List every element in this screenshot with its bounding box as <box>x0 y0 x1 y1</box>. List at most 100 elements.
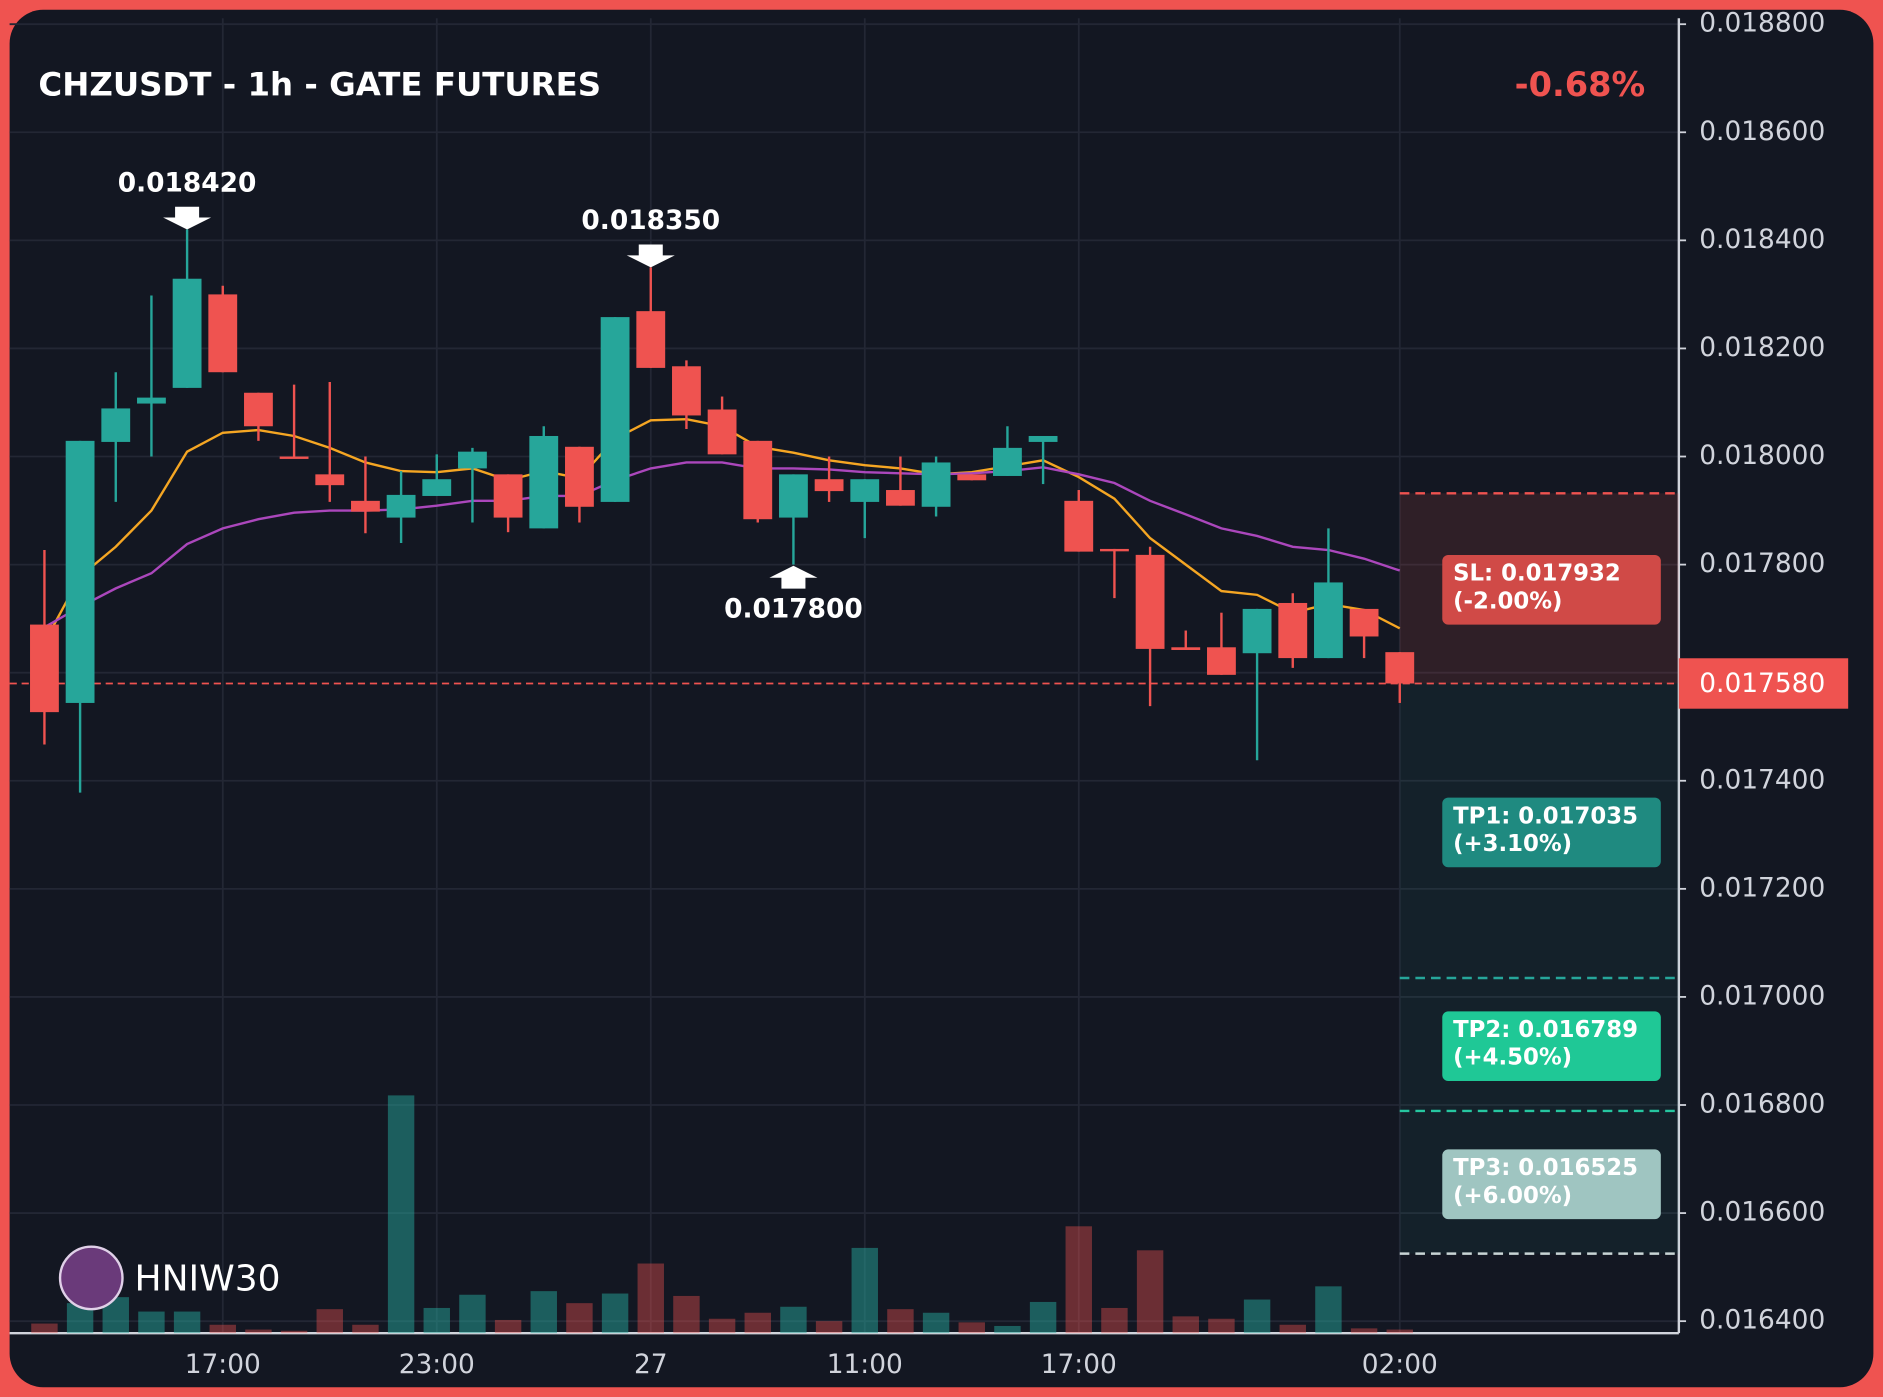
avatar <box>58 1245 124 1311</box>
x-tick-label: 23:00 <box>399 1349 475 1380</box>
candle-body <box>351 500 380 512</box>
x-tick-label: 17:00 <box>1041 1349 1117 1380</box>
volume-bar <box>1208 1318 1235 1334</box>
y-tick-label: 0.017800 <box>1699 548 1825 579</box>
watermark: HNIW30 <box>135 1258 281 1299</box>
volume-bar <box>994 1325 1021 1334</box>
level-note: (+6.00%) <box>1453 1183 1572 1209</box>
change-label: -0.68% <box>1515 65 1646 104</box>
volume-bar <box>1279 1324 1306 1334</box>
level-label: TP1: 0.017035 <box>1453 803 1638 829</box>
volume-bar <box>31 1323 58 1334</box>
level-label: SL: 0.017932 <box>1453 561 1621 587</box>
volume-bar <box>780 1306 807 1334</box>
level-note: (-2.00%) <box>1453 588 1562 614</box>
candle-body <box>1385 652 1415 684</box>
peak-label: 0.018420 <box>118 167 257 198</box>
candle-body <box>993 447 1022 476</box>
volume-bar <box>601 1293 629 1334</box>
chart-title: CHZUSDT - 1h - GATE FUTURES <box>38 66 601 104</box>
candle-body <box>65 440 95 703</box>
candle-body <box>672 366 701 416</box>
level-box <box>1442 1149 1661 1220</box>
volume-bar <box>173 1311 201 1334</box>
candle-body <box>636 311 666 368</box>
y-tick-label: 0.018800 <box>1699 8 1825 39</box>
y-tick-label: 0.018400 <box>1699 224 1825 255</box>
volume-bar <box>566 1303 593 1334</box>
volume-bar <box>387 1095 415 1334</box>
volume-bar <box>708 1318 736 1334</box>
y-tick-label: 0.018600 <box>1699 116 1825 147</box>
candle-body <box>1349 608 1379 637</box>
volume-bar <box>887 1309 914 1334</box>
candle-body <box>1207 647 1236 675</box>
candle-body <box>957 474 987 481</box>
volume-bar <box>815 1321 843 1334</box>
volume-bar <box>280 1330 308 1334</box>
candle-body <box>172 278 202 388</box>
level-box <box>1442 554 1661 625</box>
volume-bar <box>494 1319 522 1334</box>
candle-body <box>779 474 808 518</box>
candle-body <box>1171 647 1201 650</box>
volume-bar <box>922 1312 950 1334</box>
y-tick-label: 0.017200 <box>1699 872 1825 903</box>
candle-body <box>279 456 309 459</box>
volume-bar <box>958 1322 985 1334</box>
trough-label: 0.017800 <box>724 594 863 625</box>
y-tick-label: 0.017400 <box>1699 764 1825 795</box>
x-tick-label: 17:00 <box>185 1349 261 1380</box>
candle-body <box>493 474 523 518</box>
volume-bar <box>1243 1299 1271 1334</box>
level-label: TP3: 0.016525 <box>1453 1155 1638 1181</box>
level-box <box>1442 1011 1661 1081</box>
volume-bar <box>1172 1316 1199 1334</box>
volume-bar <box>851 1247 878 1334</box>
volume-bar <box>1101 1307 1128 1334</box>
candle-body <box>1100 548 1129 552</box>
y-tick-label: 0.016800 <box>1699 1089 1825 1120</box>
volume-bar <box>530 1291 557 1334</box>
candle-body <box>529 435 559 529</box>
volume-bar <box>352 1324 379 1334</box>
candle-body <box>244 392 273 427</box>
candle-body <box>137 397 166 404</box>
candle-body <box>1278 602 1308 659</box>
last-price-label: 0.017580 <box>1699 668 1825 699</box>
candle-body <box>422 479 452 496</box>
candle-body <box>814 479 844 492</box>
volume-bar <box>1136 1250 1164 1334</box>
volume-bar <box>459 1294 486 1334</box>
candle-body <box>1064 500 1094 552</box>
volume-bar <box>1029 1301 1057 1334</box>
candle-body <box>1242 608 1272 654</box>
moving-average <box>43 461 1401 629</box>
x-tick-label: 27 <box>634 1349 668 1380</box>
level-note: (+4.50%) <box>1453 1045 1572 1071</box>
y-tick-label: 0.016400 <box>1699 1305 1825 1336</box>
volume-bar <box>423 1307 450 1334</box>
level-box <box>1442 797 1661 868</box>
volume-bar <box>1065 1226 1092 1334</box>
peak-label: 0.018350 <box>581 205 720 236</box>
level-label: TP2: 0.016789 <box>1453 1017 1638 1043</box>
candle-body <box>1314 582 1343 659</box>
peak-arrow <box>626 244 675 268</box>
x-tick-label: 02:00 <box>1362 1349 1438 1380</box>
volume-bar <box>316 1309 343 1334</box>
volume-bar <box>673 1295 700 1334</box>
volume-bar <box>637 1263 664 1334</box>
candle-body <box>886 490 915 506</box>
volume-bar <box>1350 1328 1378 1334</box>
panel <box>9 9 1874 1388</box>
candle-body <box>921 462 951 507</box>
volume-bar <box>744 1312 771 1334</box>
y-tick-label: 0.018000 <box>1699 440 1825 471</box>
candle-body <box>600 317 630 502</box>
y-tick-label: 0.017000 <box>1699 980 1825 1011</box>
candle-body <box>1028 435 1058 442</box>
last-price-tag <box>1678 658 1849 709</box>
